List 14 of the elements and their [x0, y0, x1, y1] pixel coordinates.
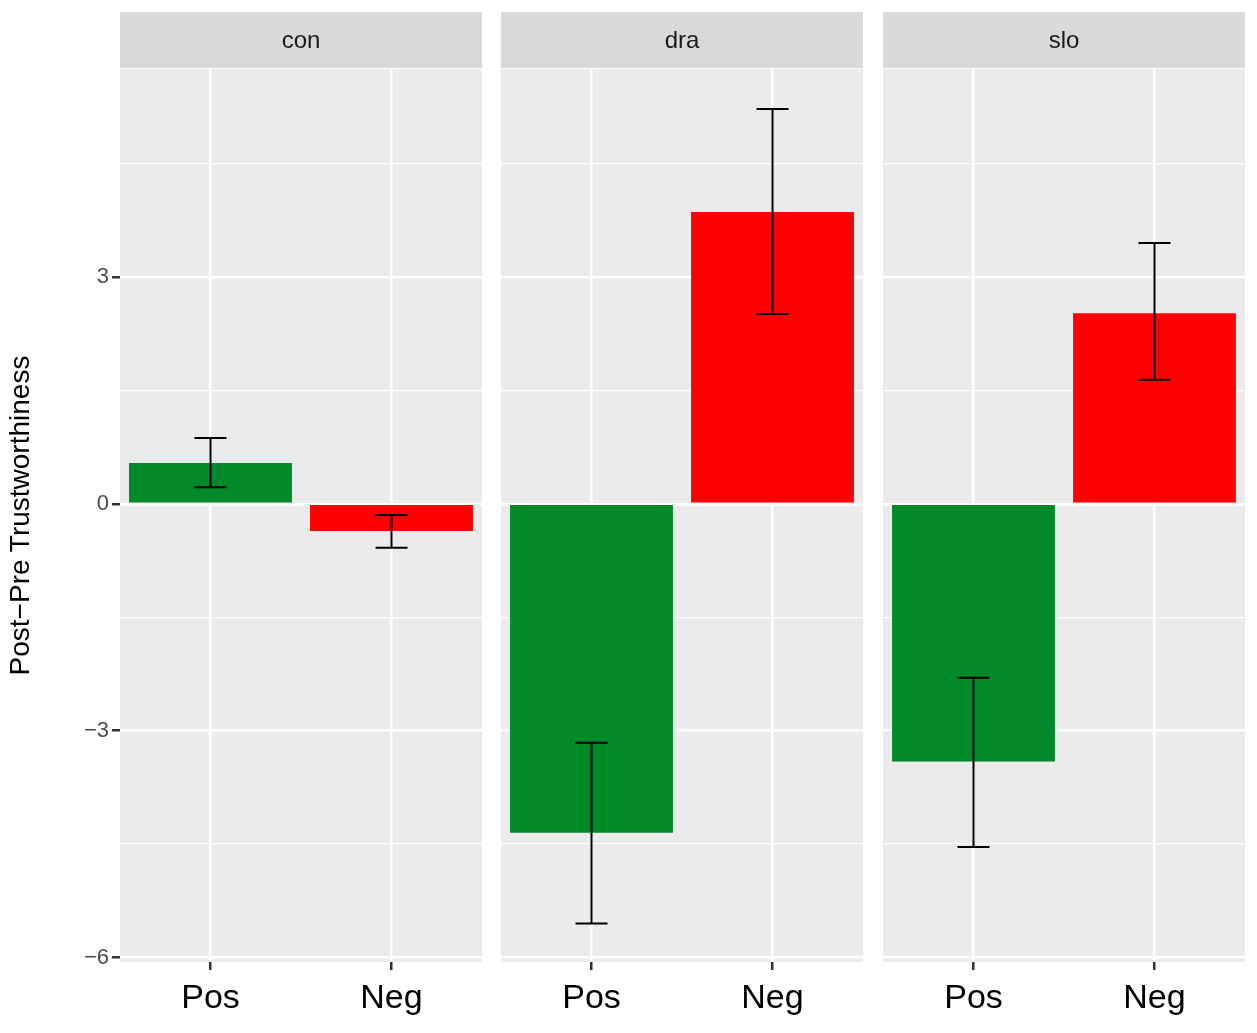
y-tick-label: 0 [96, 489, 109, 515]
y-tick-label: −6 [83, 943, 109, 969]
y-tick-label: −3 [83, 716, 109, 742]
y-tick-label: 3 [96, 263, 109, 288]
x-tick-label: Neg [360, 976, 423, 1015]
x-tick-label: Neg [1123, 976, 1186, 1015]
x-tick-label: Pos [944, 976, 1003, 1015]
chart-title: con [120, 12, 482, 68]
y-axis-title: Post−Pre Trustworthiness [3, 355, 35, 676]
chart-title: dra [501, 12, 863, 68]
chart-title: slo [883, 12, 1245, 68]
x-tick-label: Pos [562, 976, 621, 1015]
x-tick-label: Neg [741, 976, 804, 1015]
x-tick-label: Pos [181, 976, 240, 1015]
